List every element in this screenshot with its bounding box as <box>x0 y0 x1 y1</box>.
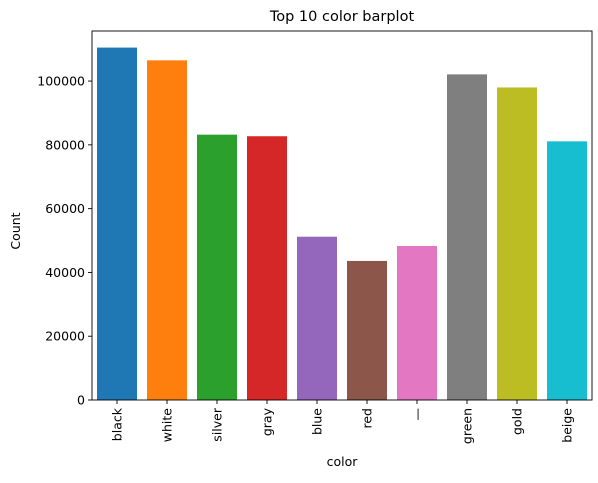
bar-7 <box>447 74 487 401</box>
x-tick-label: gray <box>260 407 275 436</box>
x-tick-label: black <box>110 407 125 441</box>
bars-group <box>97 47 587 401</box>
y-tick-label: 20000 <box>45 329 85 344</box>
x-tick-label: beige <box>560 408 575 443</box>
chart-title: Top 10 color barplot <box>269 9 415 25</box>
x-tick-label: silver <box>210 407 225 442</box>
y-tick-label: 80000 <box>45 137 85 152</box>
bar-4 <box>297 236 337 400</box>
bar-0 <box>97 47 137 401</box>
y-axis: 0 20000 40000 60000 80000 100000 <box>37 74 92 408</box>
bar-9 <box>547 141 587 400</box>
y-tick-label: 40000 <box>45 265 85 280</box>
y-tick-label: 60000 <box>45 201 85 216</box>
plot-frame <box>91 30 593 401</box>
x-tick-label: red <box>360 408 375 429</box>
y-tick-label: 0 <box>77 393 85 408</box>
bar-8 <box>497 87 537 400</box>
x-axis-label: color <box>327 454 359 469</box>
y-tick-label: 100000 <box>37 74 85 89</box>
bar-5 <box>347 260 387 400</box>
bar-2 <box>197 134 237 401</box>
x-axis: black white silver gray blue red — green gold bei… <box>110 400 575 444</box>
x-tick-label: blue <box>310 408 325 435</box>
x-tick-label: green <box>460 408 475 444</box>
x-tick-label: white <box>160 408 175 443</box>
x-tick-label: gold <box>510 408 525 435</box>
bar-6 <box>397 245 437 400</box>
y-axis-label: Count <box>8 212 23 249</box>
bar-1 <box>147 60 187 400</box>
bar-3 <box>247 136 287 400</box>
x-tick-label: — <box>410 408 425 421</box>
